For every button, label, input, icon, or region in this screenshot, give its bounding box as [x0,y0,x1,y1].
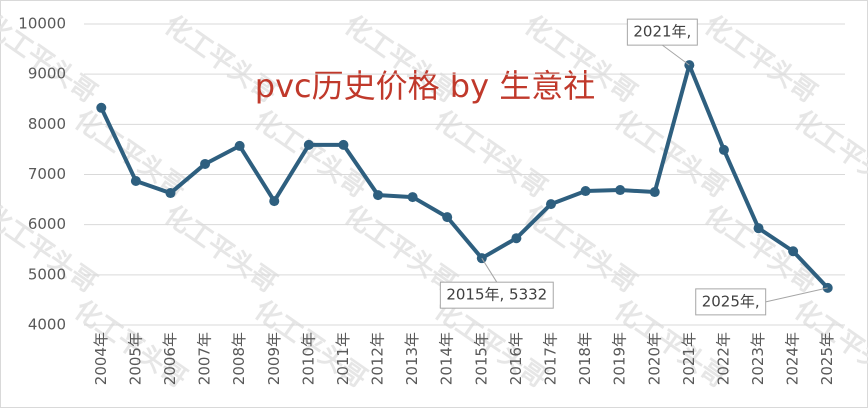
y-tick-label: 5000 [28,265,66,283]
x-tick-label: 2015年 [472,332,490,385]
data-point [373,190,384,201]
x-tick-label: 2018年 [576,332,594,385]
x-tick-label: 2021年 [680,332,698,385]
data-point [200,158,211,169]
chart-title: pvc历史价格 by 生意社 [255,67,595,105]
x-tick-label: 2008年 [230,332,248,385]
data-point [511,233,522,244]
data-point [788,246,799,257]
data-line [99,63,830,290]
data-label-group: 2025年, [695,288,767,316]
data-point [165,188,176,199]
x-tick-label: 2017年 [541,332,559,385]
x-tick-label: 2004年 [92,332,110,385]
data-point [338,139,349,150]
data-point [96,102,107,113]
x-tick-label: 2016年 [507,332,525,385]
x-tick-label: 2014年 [438,332,456,385]
y-tick-label: 7000 [28,165,66,183]
data-point [545,199,556,210]
data-point [442,212,453,223]
x-tick-label: 2019年 [611,332,629,385]
data-point [615,185,626,196]
data-label: 2025年, [702,292,760,310]
data-label-group: 2021年, [626,18,698,46]
leader-line [765,287,828,303]
data-point [649,187,660,198]
x-tick-label: 2025年 [818,332,836,385]
x-tick-label: 2005年 [126,332,144,385]
data-label: 2015年, 5332 [446,286,547,304]
x-tick-label: 2012年 [369,332,387,385]
leader-line [662,44,690,66]
x-tick-label: 2006年 [161,332,179,385]
x-tick-label: 2020年 [645,332,663,385]
x-tick-label: 2009年 [265,332,283,385]
y-tick-label: 9000 [28,65,66,83]
x-tick-label: 2010年 [299,332,317,385]
x-tick-label: 2023年 [749,332,767,385]
data-point [234,140,245,151]
x-tick-label: 2013年 [403,332,421,385]
data-point [580,186,591,197]
data-label: 2021年, [633,23,691,41]
data-label-box [439,281,554,309]
data-point [269,196,280,207]
x-tick-label: 2022年 [714,332,732,385]
y-tick-label: 6000 [28,215,66,233]
data-point [407,192,418,203]
data-point [130,176,141,187]
y-tick-label: 10000 [18,15,66,33]
y-tick-label: 8000 [28,115,66,133]
x-tick-label: 2011年 [334,332,352,385]
y-tick-label: 4000 [28,316,66,334]
data-point [718,144,729,155]
x-tick-label: 2007年 [196,332,214,385]
data-label-box [695,288,767,316]
data-label-group: 2015年, 5332 [439,281,554,309]
data-label-box [626,18,698,46]
data-point [753,223,764,234]
x-tick-label: 2024年 [784,332,802,385]
data-point [303,139,314,150]
leader-line [481,257,498,283]
